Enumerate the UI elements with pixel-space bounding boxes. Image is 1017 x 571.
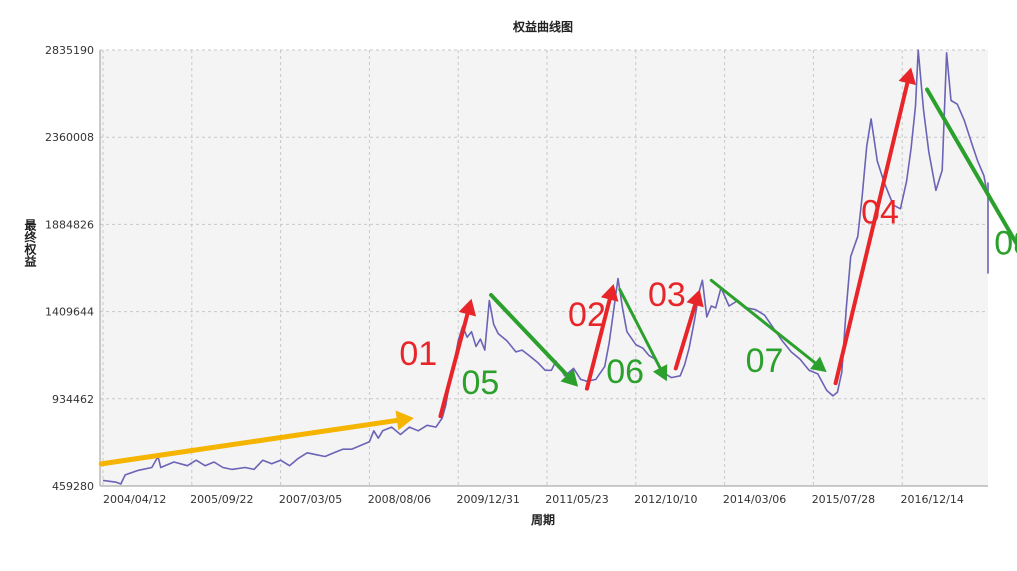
trend-arrow-shaft <box>925 87 1017 249</box>
phase-label: 05 <box>461 364 499 402</box>
trend-arrow-shaft <box>618 288 662 370</box>
grid-lines <box>99 49 988 487</box>
phase-label: 07 <box>746 342 784 380</box>
phase-label: 02 <box>568 296 606 334</box>
trend-arrow <box>618 288 668 382</box>
x-axis-title: 周期 <box>531 512 555 527</box>
x-tick-labels: 2004/04/12 2005/09/22 2007/03/05 2008/08/06… <box>103 493 964 506</box>
x-tick-label: 2008/08/06 <box>368 493 431 506</box>
trend-arrow-head <box>898 67 917 86</box>
x-tick-label: 2007/03/05 <box>279 493 342 506</box>
trend-arrow-shaft <box>489 293 570 378</box>
trend-arrow-head <box>600 284 619 302</box>
y-axis-title: 最终权益 <box>23 219 37 268</box>
trend-arrow-shaft <box>438 312 470 419</box>
trend-arrow <box>98 410 414 467</box>
y-tick-labels: 459280 934462 1409644 1884826 2360008 2835190 <box>45 44 94 493</box>
y-tick-label: 1409644 <box>45 306 94 319</box>
x-tick-label: 2012/10/10 <box>634 493 697 506</box>
x-tick-label: 2011/05/23 <box>545 493 608 506</box>
trend-arrow-shaft <box>709 278 817 365</box>
trend-arrow-shaft <box>673 302 698 371</box>
phase-label: 06 <box>606 353 644 391</box>
phase-label: 04 <box>861 193 899 231</box>
y-tick-label: 1884826 <box>45 218 94 231</box>
y-tick-label: 459280 <box>52 480 94 493</box>
trend-arrow-head <box>560 369 579 387</box>
x-tick-label: 2016/12/14 <box>900 493 963 506</box>
phase-label: 03 <box>648 276 686 314</box>
trend-arrow-head <box>395 410 414 431</box>
phase-label: 08 <box>994 225 1017 263</box>
trend-arrow-head <box>686 289 704 308</box>
series-layer <box>102 49 989 485</box>
trend-arrow <box>709 278 827 373</box>
trend-arrow <box>438 298 477 419</box>
trend-arrow-head <box>458 298 477 317</box>
trend-arrow-shaft <box>98 417 400 467</box>
trend-arrow-head <box>652 364 668 382</box>
trend-arrow-head <box>810 356 827 373</box>
plot-area <box>100 50 988 486</box>
trend-arrow-shaft <box>833 81 910 386</box>
annotation-arrows <box>98 67 1017 467</box>
phase-label: 01 <box>399 335 437 373</box>
trend-arrow <box>584 284 619 391</box>
x-tick-label: 2005/09/22 <box>190 493 253 506</box>
annotation-labels: 01 02 03 04 05 06 07 08 <box>399 193 1017 402</box>
x-tick-label: 2014/03/06 <box>723 493 786 506</box>
x-tick-label: 2015/07/28 <box>812 493 875 506</box>
trend-arrow <box>833 67 917 386</box>
trend-arrow <box>673 289 704 371</box>
x-tick-label: 2004/04/12 <box>103 493 166 506</box>
trend-arrow <box>925 87 1017 249</box>
y-tick-label: 2835190 <box>45 44 94 57</box>
trend-arrow <box>489 293 579 387</box>
equity-series-line <box>102 49 989 485</box>
y-tick-label: 2360008 <box>45 131 94 144</box>
trend-arrow-shaft <box>584 297 612 391</box>
chart-title: 权益曲线图 <box>512 19 573 34</box>
x-tick-label: 2009/12/31 <box>456 493 519 506</box>
y-tick-label: 934462 <box>52 393 94 406</box>
